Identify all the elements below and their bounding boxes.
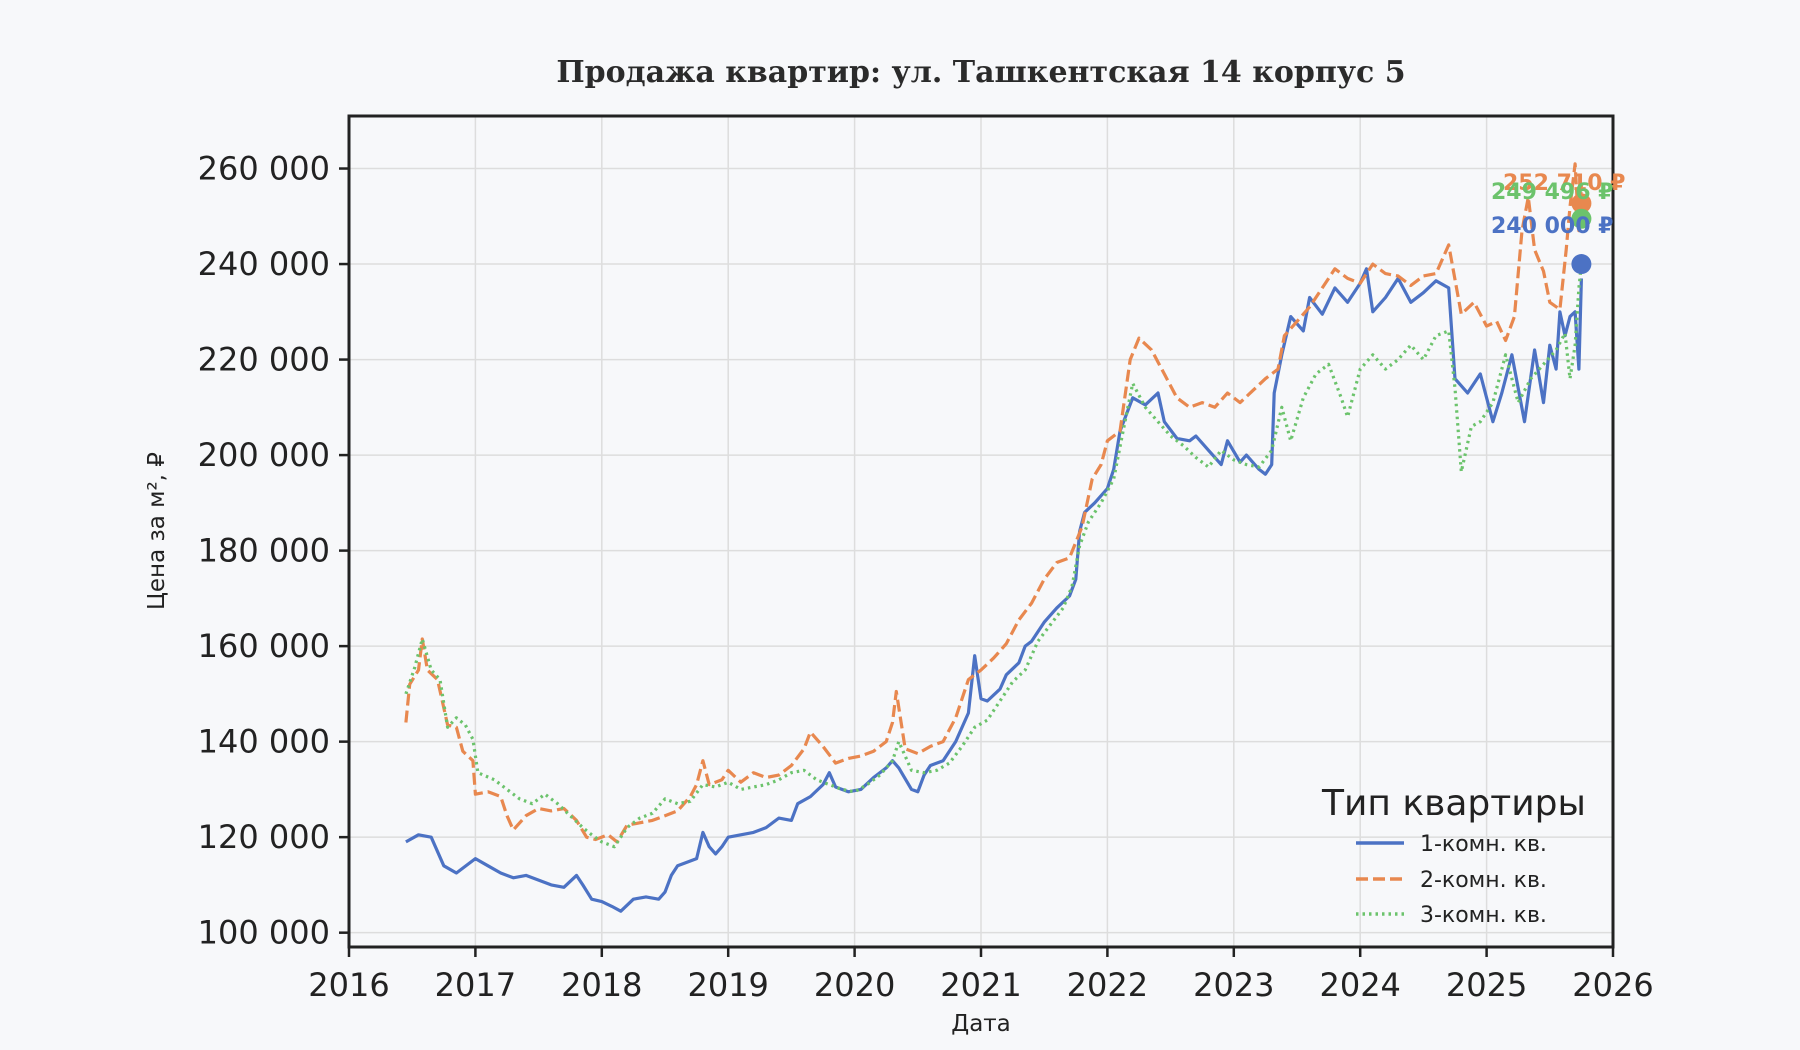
y-tick-label: 160 000 [198,627,330,665]
y-tick-label: 220 000 [198,341,330,379]
legend: Тип квартиры 1-комн. кв. 2-комн. кв. 3-к… [1321,783,1586,928]
x-tick-label: 2019 [687,966,768,1004]
legend-label-1: 1-комн. кв. [1420,832,1547,857]
chart-title: Продажа квартир: ул. Ташкентская 14 корп… [556,55,1405,90]
end-label-2: 252 710 ₽ [1503,171,1625,196]
end-marker-3 [1571,208,1592,229]
x-tick-label: 2016 [308,966,389,1004]
x-tick-label: 2026 [1572,966,1653,1004]
end-marker-1 [1571,254,1592,275]
x-tick-label: 2023 [1193,966,1274,1004]
end-labels: 252 710 ₽ 249 496 ₽ 240 000 ₽ [1491,171,1625,239]
x-tick-label: 2022 [1067,966,1148,1004]
y-axis-label: Цена за м², ₽ [144,452,170,610]
legend-title: Тип квартиры [1321,783,1586,824]
series-line-3 [404,263,1583,849]
x-tick-label: 2025 [1446,966,1527,1004]
y-tick-label: 120 000 [198,818,330,856]
end-label-3: 249 496 ₽ [1491,180,1613,205]
x-axis-label: Дата [951,1011,1011,1037]
y-tick-label: 260 000 [198,150,330,188]
y-tick-label: 200 000 [198,436,330,474]
legend-label-2: 2-комн. кв. [1420,868,1547,893]
x-tick-label: 2020 [814,966,895,1004]
x-axis-ticks: 2016 2017 2018 2019 2020 2021 2022 2023 2024 2025… [308,947,1654,1004]
series-line-1 [405,267,1583,913]
x-tick-label: 2018 [561,966,642,1004]
y-axis-ticks: 100 000 120 000 140 000 160 000 180 000 200 0… [198,150,349,952]
y-tick-label: 180 000 [198,532,330,570]
x-tick-label: 2021 [940,966,1021,1004]
x-tick-label: 2017 [435,966,516,1004]
y-tick-label: 140 000 [198,723,330,761]
end-markers [1571,193,1592,275]
legend-label-3: 3-комн. кв. [1420,903,1547,928]
y-tick-label: 240 000 [198,245,330,283]
end-marker-2 [1571,193,1592,214]
end-label-1: 240 000 ₽ [1491,214,1613,239]
y-tick-label: 100 000 [198,914,330,952]
series-lines [404,162,1583,913]
x-tick-label: 2024 [1319,966,1400,1004]
